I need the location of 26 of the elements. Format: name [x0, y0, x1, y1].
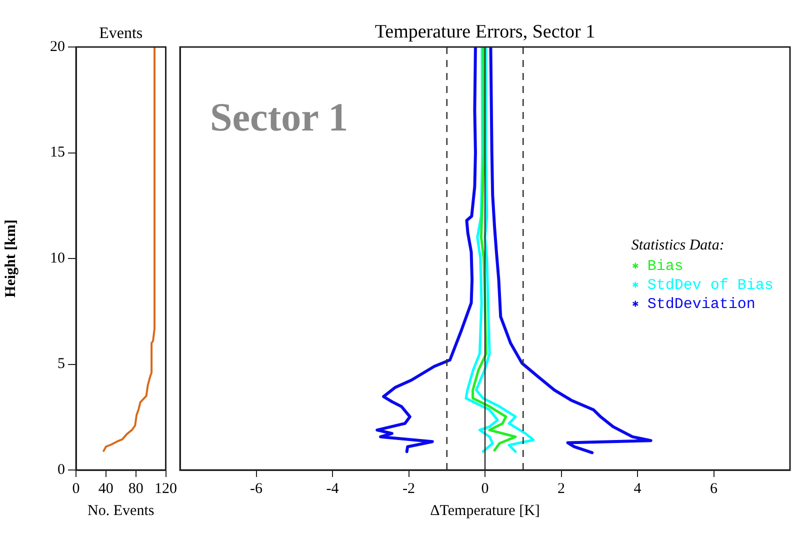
x-tick-label: -4 [326, 480, 340, 497]
x-tick-label: 80 [128, 480, 144, 497]
x-tick-label: 0 [72, 480, 80, 497]
y-tick-label: 0 [58, 462, 65, 478]
x-tick-label: 2 [558, 480, 565, 497]
chart-title: Events [99, 25, 143, 42]
legend-title: Statistics Data: [631, 238, 724, 254]
y-tick-label: 10 [50, 250, 65, 266]
x-axis-title: No. Events [88, 502, 154, 519]
x-tick-label: -6 [250, 480, 263, 497]
y-tick-label: 15 [50, 144, 65, 161]
x-tick-label: 40 [98, 480, 114, 497]
x-tick-label: 6 [710, 480, 718, 497]
x-tick-label: 120 [154, 480, 177, 497]
legend-label: StdDeviation [647, 296, 756, 313]
legend-label: Bias [647, 258, 684, 275]
legend-label: StdDev of Bias [647, 276, 774, 294]
annotation: Sector 1 [210, 94, 348, 140]
chart-title: Temperature Errors, Sector 1 [374, 21, 596, 42]
x-tick-label: 4 [634, 480, 642, 497]
y-axis-title: Height [km] [2, 220, 19, 298]
x-tick-label: -2 [402, 480, 415, 497]
x-axis-title: ΔTemperature [K] [430, 502, 540, 519]
y-tick-label: 20 [50, 38, 65, 55]
x-tick-label: 0 [481, 480, 489, 497]
y-tick-label: 5 [58, 356, 65, 372]
